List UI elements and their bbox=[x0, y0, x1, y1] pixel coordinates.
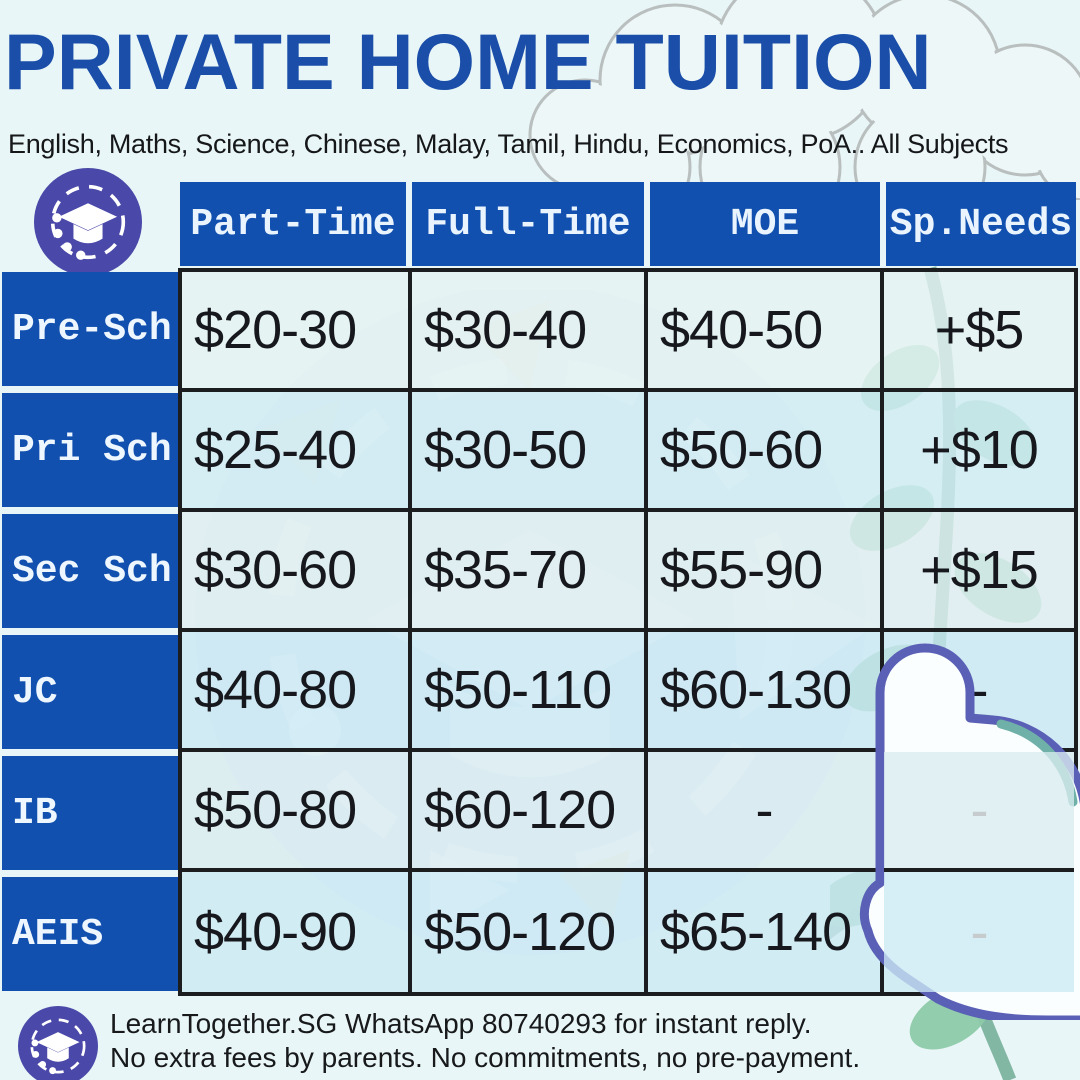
table-cell: $30-40 bbox=[412, 272, 648, 392]
footer-line-2: No extra fees by parents. No commitments… bbox=[110, 1042, 861, 1073]
column-header-part-time: Part-Time bbox=[180, 182, 406, 266]
table-cell: $50-80 bbox=[182, 752, 412, 872]
row-label-ib: IB bbox=[2, 756, 178, 870]
table-cell: $50-120 bbox=[412, 872, 648, 992]
table-cell: $40-90 bbox=[182, 872, 412, 992]
page-title: PRIVATE HOME TUITION bbox=[4, 17, 932, 106]
table-cell: $20-30 bbox=[182, 272, 412, 392]
row-label-aeis: AEIS bbox=[2, 877, 178, 991]
table-cell: $50-60 bbox=[648, 392, 884, 512]
table-cell: - bbox=[884, 872, 1074, 992]
footer-contact: LearnTogether.SG WhatsApp 80740293 for i… bbox=[110, 1007, 860, 1075]
column-header-full-time: Full-Time bbox=[412, 182, 644, 266]
table-cell: $25-40 bbox=[182, 392, 412, 512]
column-header-sp-needs: Sp.Needs bbox=[886, 182, 1076, 266]
column-header-moe: MOE bbox=[650, 182, 880, 266]
table-cell: $65-140 bbox=[648, 872, 884, 992]
row-label-pri-sch: Pri Sch bbox=[2, 393, 178, 507]
table-cell: $55-90 bbox=[648, 512, 884, 632]
table-cell: $40-50 bbox=[648, 272, 884, 392]
rates-table: $20-30 $30-40 $40-50 +$5 $25-40 $30-50 $… bbox=[178, 268, 1078, 996]
table-cell: +$15 bbox=[884, 512, 1074, 632]
table-cell: $30-50 bbox=[412, 392, 648, 512]
cloud-icon bbox=[528, 0, 1080, 200]
footer-line-1: LearnTogether.SG WhatsApp 80740293 for i… bbox=[110, 1008, 812, 1039]
table-cell: - bbox=[648, 752, 884, 872]
table-cell: $50-110 bbox=[412, 632, 648, 752]
table-cell: - bbox=[884, 752, 1074, 872]
table-cell: $60-120 bbox=[412, 752, 648, 872]
table-cell: $30-60 bbox=[182, 512, 412, 632]
table-cell: $40-80 bbox=[182, 632, 412, 752]
row-label-jc: JC bbox=[2, 635, 178, 749]
table-cell: +$10 bbox=[884, 392, 1074, 512]
table-cell: +$5 bbox=[884, 272, 1074, 392]
row-label-sec-sch: Sec Sch bbox=[2, 514, 178, 628]
subjects-subtitle: English, Maths, Science, Chinese, Malay,… bbox=[8, 129, 1009, 159]
graduation-cap-logo-icon bbox=[34, 168, 142, 276]
graduation-cap-logo-icon bbox=[18, 1006, 98, 1080]
row-label-pre-sch: Pre-Sch bbox=[2, 272, 178, 386]
table-cell: $35-70 bbox=[412, 512, 648, 632]
